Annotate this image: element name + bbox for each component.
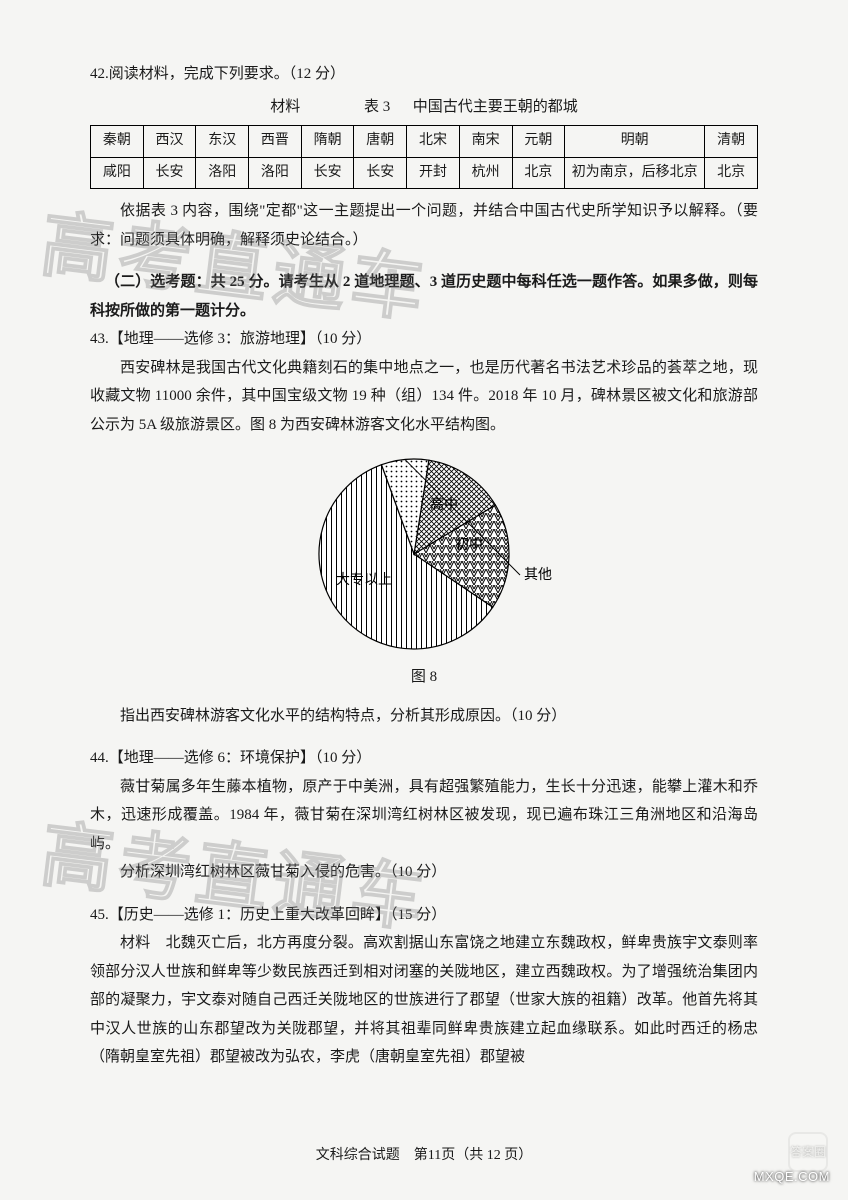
td: 北京 (705, 157, 758, 189)
q42-stem: 42.阅读材料，完成下列要求。（12 分） (90, 60, 758, 89)
th: 隋朝 (301, 126, 354, 158)
td: 洛阳 (196, 157, 249, 189)
q45-para: 材料 北魏灭亡后，北方再度分裂。高欢割据山东富饶之地建立东魏政权，鲜卑贵族宇文泰… (90, 929, 758, 1072)
optional-title: （二）选考题：共 25 分。请考生从 2 道地理题、3 道历史题中每科任选一题作… (90, 268, 758, 325)
th: 北宋 (407, 126, 460, 158)
svg-text:大专以上: 大专以上 (336, 572, 392, 588)
q43-fig-label: 图 8 (90, 663, 758, 692)
th: 元朝 (512, 126, 565, 158)
pie-chart-svg: 大专以上高中初中其他 (274, 449, 574, 659)
q44-stem: 44.【地理——选修 6：环境保护】（10 分） (90, 744, 758, 773)
td: 北京 (512, 157, 565, 189)
th: 东汉 (196, 126, 249, 158)
th: 清朝 (705, 126, 758, 158)
page-footer: 文科综合试题 第11页（共 12 页） (0, 1143, 848, 1170)
table-row: 咸阳 长安 洛阳 洛阳 长安 长安 开封 杭州 北京 初为南京，后移北京 北京 (91, 157, 758, 189)
q42-table-caption: 中国古代主要王朝的都城 (413, 99, 578, 115)
th: 唐朝 (354, 126, 407, 158)
page-content: 42.阅读材料，完成下列要求。（12 分） 材料 表 3 中国古代主要王朝的都城… (90, 60, 758, 1072)
q43-para: 西安碑林是我国古代文化典籍刻石的集中地点之一，也是历代著名书法艺术珍品的荟萃之地… (90, 354, 758, 440)
q44-ask: 分析深圳湾红树林区薇甘菊入侵的危害。（10 分） (90, 858, 758, 887)
svg-text:其他: 其他 (524, 567, 552, 583)
q42-para: 依据表 3 内容，围绕"定都"这一主题提出一个问题，并结合中国古代史所学知识予以… (90, 197, 758, 254)
q45-stem: 45.【历史——选修 1：历史上重大改革回眸】（15 分） (90, 901, 758, 930)
th: 南宋 (459, 126, 512, 158)
q43-figure: 大专以上高中初中其他 (90, 449, 758, 659)
q44-para: 薇甘菊属多年生藤本植物，原产于中美洲，具有超强繁殖能力，生长十分迅速，能攀上灌木… (90, 773, 758, 859)
q42-material-label: 材料 (270, 93, 300, 122)
th: 西晋 (249, 126, 302, 158)
td: 长安 (143, 157, 196, 189)
td: 洛阳 (249, 157, 302, 189)
td: 初为南京，后移北京 (565, 157, 705, 189)
th: 秦朝 (91, 126, 144, 158)
q42-table-number: 表 3 (364, 99, 390, 115)
td: 长安 (301, 157, 354, 189)
th: 西汉 (143, 126, 196, 158)
table-row: 秦朝 西汉 东汉 西晋 隋朝 唐朝 北宋 南宋 元朝 明朝 清朝 (91, 126, 758, 158)
q43-stem: 43.【地理——选修 3：旅游地理】（10 分） (90, 325, 758, 354)
q42-table: 秦朝 西汉 东汉 西晋 隋朝 唐朝 北宋 南宋 元朝 明朝 清朝 咸阳 长安 洛… (90, 125, 758, 189)
th: 明朝 (565, 126, 705, 158)
q43-ask: 指出西安碑林游客文化水平的结构特点，分析其形成原因。（10 分） (90, 702, 758, 731)
svg-text:初中: 初中 (455, 536, 483, 553)
td: 开封 (407, 157, 460, 189)
site-brand: MXQE.COM (754, 1165, 830, 1190)
q42-table-title: 材料 表 3 中国古代主要王朝的都城 (90, 93, 758, 122)
td: 长安 (354, 157, 407, 189)
td: 咸阳 (91, 157, 144, 189)
td: 杭州 (459, 157, 512, 189)
